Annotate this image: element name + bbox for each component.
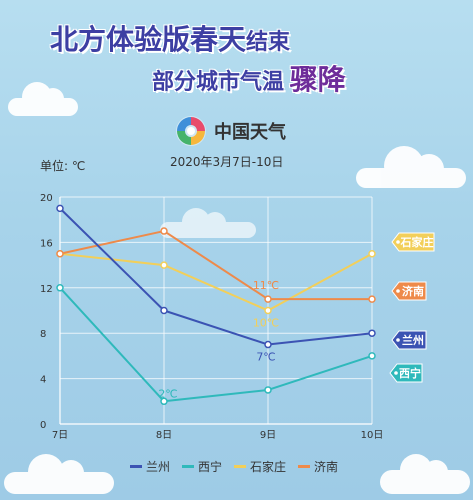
data-point-jinan <box>56 250 64 258</box>
legend-item-shijiazhuang: 石家庄 <box>234 458 286 475</box>
y-tick-label: 0 <box>40 420 46 431</box>
headline-line-1: 北方体验版春天结束 <box>50 18 290 58</box>
series-line-xining <box>59 287 373 403</box>
data-point-lanzhou <box>264 340 272 349</box>
end-tag-jinan: 济南 <box>391 281 427 301</box>
legend-swatch <box>234 465 247 468</box>
data-point-xining <box>264 386 272 394</box>
legend-swatch <box>130 465 142 468</box>
end-tag-label: 济南 <box>402 284 424 298</box>
end-tag-hole <box>396 289 400 293</box>
cloud-decoration <box>4 454 114 494</box>
series-line-lanzhou <box>59 207 373 346</box>
legend-swatch <box>298 465 311 468</box>
annotation-label: 11℃ <box>253 279 279 292</box>
logo-text: 中国天气 <box>214 122 286 143</box>
legend-label: 兰州 <box>146 460 171 474</box>
cloud-decoration <box>160 208 256 238</box>
series-line-jinan <box>59 230 372 301</box>
legend-item-lanzhou: 兰州 <box>130 458 170 475</box>
y-tick-label: 4 <box>40 375 46 386</box>
cloud-decoration <box>356 146 466 188</box>
end-tag-label: 石家庄 <box>400 235 434 249</box>
x-tick-label: 10日 <box>361 430 384 441</box>
data-point-xining <box>160 397 168 406</box>
x-tick-label: 8日 <box>156 430 172 441</box>
data-point-jinan <box>264 295 272 303</box>
data-point-jinan <box>368 295 376 303</box>
data-point-jinan <box>160 227 168 235</box>
data-point-shijiazhuang <box>160 261 168 269</box>
x-tick-label: 9日 <box>260 430 276 441</box>
annotation-label: 2℃ <box>158 387 177 400</box>
annotation-label: 7℃ <box>256 351 275 364</box>
data-point-shijiazhuang <box>368 250 376 258</box>
y-tick-label: 8 <box>40 329 46 340</box>
x-tick-label: 7日 <box>52 430 68 441</box>
y-tick-label: 16 <box>40 238 53 249</box>
end-tag-lanzhou: 兰州 <box>391 330 427 350</box>
y-tick-label: 20 <box>40 193 53 204</box>
headline-1-main: 北方体验版春天 <box>50 23 247 56</box>
end-tag-hole <box>396 240 400 244</box>
end-tag-hole <box>396 338 400 342</box>
data-point-xining <box>56 284 64 292</box>
end-tag-hole <box>394 371 398 375</box>
logo-swirl-icon <box>176 116 206 146</box>
legend-item-xining: 西宁 <box>182 458 222 475</box>
legend-swatch <box>182 465 195 468</box>
legend-item-jinan: 济南 <box>298 458 338 475</box>
cloud-decoration <box>8 82 78 116</box>
end-tag-label: 兰州 <box>402 333 424 347</box>
headline-1-end: 结束 <box>246 30 291 55</box>
end-tag-shijiazhuang: 石家庄 <box>391 232 435 252</box>
chart-legend: 兰州 西宁 石家庄 济南 <box>130 458 338 475</box>
headline-line-2: 部分城市气温 骤降 <box>152 58 346 98</box>
legend-label: 济南 <box>314 460 339 474</box>
date-range: 2020年3月7日-10日 <box>170 155 284 169</box>
end-tag-xining: 西宁 <box>389 363 423 383</box>
data-point-xining <box>368 352 376 360</box>
end-tag-shape <box>391 330 427 350</box>
china-weather-logo: 中国天气 <box>174 114 286 148</box>
unit-label: 单位: ℃ <box>40 159 86 173</box>
data-point-shijiazhuang <box>264 306 272 315</box>
headline-2-main: 部分城市气温 <box>152 70 285 95</box>
data-point-lanzhou <box>160 306 168 315</box>
end-tag-label: 西宁 <box>399 366 421 380</box>
legend-label: 石家庄 <box>250 460 287 474</box>
series-line-shijiazhuang <box>59 252 373 312</box>
headline-2-emphasis: 骤降 <box>289 63 346 96</box>
y-tick-label: 12 <box>40 284 53 295</box>
end-tag-shape <box>389 363 423 383</box>
end-tag-shape <box>391 281 427 301</box>
data-point-lanzhou <box>56 204 64 213</box>
end-tag-shape <box>391 232 435 252</box>
cloud-decoration <box>380 454 470 494</box>
legend-label: 西宁 <box>198 460 223 474</box>
annotation-label: 10℃ <box>253 317 279 330</box>
data-point-lanzhou <box>368 329 376 337</box>
